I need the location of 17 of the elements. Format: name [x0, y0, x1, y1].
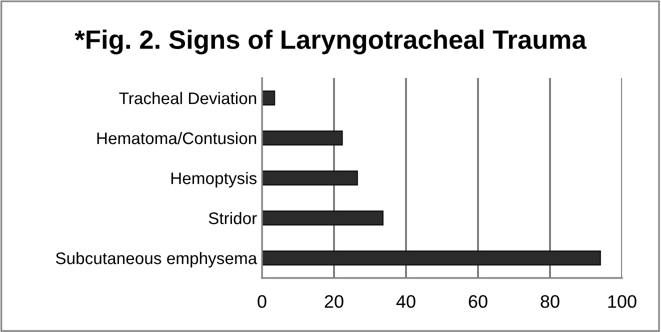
bar: [262, 90, 276, 106]
x-tick-label: 80: [540, 295, 560, 308]
y-tick-label: Hematoma/Contusion: [97, 132, 256, 144]
y-tick-label: Stridor: [208, 212, 257, 224]
x-tick-label: 60: [468, 295, 488, 308]
x-tick-label: 100: [608, 295, 636, 308]
bar: [262, 170, 358, 186]
bar: [262, 250, 601, 266]
x-tick-label: 40: [396, 295, 416, 308]
x-tick-label: 20: [324, 295, 344, 308]
chart-title: *Fig. 2. Signs of Laryngotracheal Trauma: [74, 30, 587, 54]
x-tick-label: 0: [258, 295, 266, 308]
y-tick-label: Hemoptysis: [171, 172, 257, 188]
bar: [262, 130, 343, 146]
bar: [262, 210, 384, 226]
y-tick-label: Tracheal Deviation: [119, 92, 256, 104]
y-tick-label: Subcutaneous emphysema: [56, 252, 258, 268]
